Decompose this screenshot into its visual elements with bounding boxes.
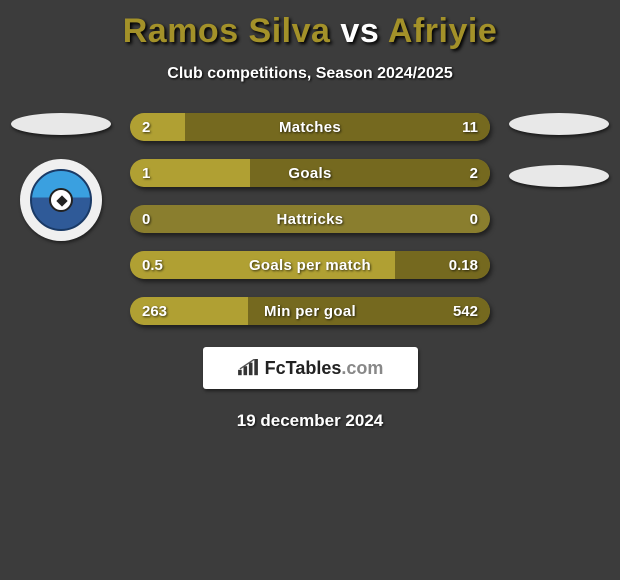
player1-club-badge — [20, 159, 102, 241]
bar-label: Matches — [130, 113, 490, 141]
logo-suffix: .com — [341, 358, 383, 378]
bar-label: Goals — [130, 159, 490, 187]
player1-name: Ramos Silva — [123, 12, 331, 50]
stat-bars: 211Matches 12Goals 00Hattricks 0.50.18Goals… — [130, 113, 490, 325]
bar-label: Hattricks — [130, 205, 490, 233]
bar-chart-icon — [237, 359, 259, 377]
right-side-graphics — [504, 113, 614, 187]
title-vs: vs — [340, 12, 379, 50]
logo-main: Tables — [286, 358, 342, 378]
football-icon — [49, 188, 73, 212]
main-content: 211Matches 12Goals 00Hattricks 0.50.18Goals… — [0, 113, 620, 431]
comparison-title: Ramos Silva vs Afriyie — [0, 0, 620, 51]
player2-name: Afriyie — [388, 12, 497, 50]
stat-bar: 263542Min per goal — [130, 297, 490, 325]
stat-bar: 0.50.18Goals per match — [130, 251, 490, 279]
bar-label: Min per goal — [130, 297, 490, 325]
logo-text: FcTables.com — [265, 358, 384, 379]
player1-oval-icon — [11, 113, 111, 135]
stat-bar: 00Hattricks — [130, 205, 490, 233]
stat-bar: 211Matches — [130, 113, 490, 141]
subtitle: Club competitions, Season 2024/2025 — [0, 65, 620, 83]
player2-oval1-icon — [509, 113, 609, 135]
left-side-graphics — [6, 113, 116, 241]
bar-label: Goals per match — [130, 251, 490, 279]
stat-bar: 12Goals — [130, 159, 490, 187]
fctables-logo: FcTables.com — [203, 347, 418, 389]
date-text: 19 december 2024 — [0, 411, 620, 431]
logo-prefix: Fc — [265, 358, 286, 378]
player2-oval2-icon — [509, 165, 609, 187]
club-badge-shield-icon — [30, 169, 92, 231]
